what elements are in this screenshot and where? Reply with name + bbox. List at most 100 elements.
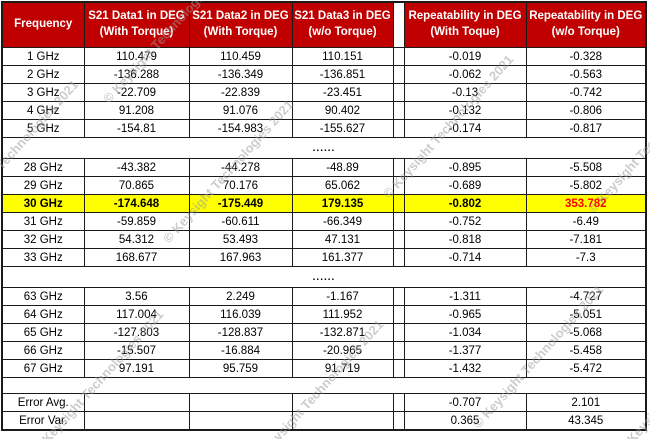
- spacer-cell: [392, 287, 405, 306]
- value-cell: -4.727: [525, 287, 647, 306]
- value-cell: -59.859: [83, 212, 190, 231]
- value-cell: 168.677: [83, 248, 190, 267]
- blank-cell: [1, 377, 647, 394]
- table-row: 66 GHz -15.507 -16.884 -20.965 -1.377 -5.458: [1, 341, 647, 360]
- table-row: 5 GHz -154.81 -154.983 -155.627 -0.174 -0.817: [1, 119, 647, 138]
- table-head: Frequency S21 Data1 in DEG (With Torque) S2…: [1, 1, 647, 48]
- value-cell: -48.89: [291, 158, 394, 177]
- value-cell: 116.039: [188, 305, 293, 324]
- table-row: 65 GHz -127.803 -128.837 -132.871 -1.034 -5.0…: [1, 323, 647, 342]
- column-header: S21 Data3 in DEG (w/o Torque): [291, 1, 394, 48]
- spacer-cell: [392, 119, 405, 138]
- table-row: 2 GHz -136.288 -136.349 -136.851 -0.062 -0.56…: [1, 65, 647, 84]
- value-cell: 2.101: [525, 393, 647, 412]
- frequency-cell: 66 GHz: [1, 341, 85, 360]
- column-header-line1: Repeatability in DEG: [408, 10, 522, 23]
- table-row: 67 GHz 97.191 95.759 91.719 -1.432 -5.472: [1, 359, 647, 378]
- value-cell: 167.963: [188, 248, 293, 267]
- frequency-cell: 30 GHz: [1, 194, 85, 213]
- frequency-cell: 31 GHz: [1, 212, 85, 231]
- table-row: Error Var. 0.365 43.345: [1, 411, 647, 431]
- column-header-line2: (With Torque): [99, 26, 174, 38]
- spacer-cell: [392, 158, 405, 177]
- value-cell: -5.802: [525, 176, 647, 195]
- column-header-line2: (With Toque): [430, 26, 500, 38]
- column-header-line2: (w/o Torque): [308, 26, 377, 38]
- value-cell: -5.068: [525, 323, 647, 342]
- value-cell: -0.802: [403, 194, 527, 213]
- value-cell: -154.81: [83, 119, 190, 138]
- value-cell: -0.13: [403, 83, 527, 102]
- value-cell: 47.131: [291, 230, 394, 249]
- spacer-cell: [392, 411, 405, 431]
- frequency-cell: Error Avg.: [1, 393, 85, 412]
- value-cell: -44.278: [188, 158, 293, 177]
- table-row: 64 GHz 117.004 116.039 111.952 -0.965 -5.051: [1, 305, 647, 324]
- value-cell: -1.432: [403, 359, 527, 378]
- value-cell: -175.449: [188, 194, 293, 213]
- value-cell: 97.191: [83, 359, 190, 378]
- value-cell: [188, 393, 293, 412]
- table-row: 33 GHz 168.677 167.963 161.377 -0.714 -7.3: [1, 248, 647, 267]
- value-cell: 70.865: [83, 176, 190, 195]
- spacer-cell: [392, 83, 405, 102]
- value-cell: -0.752: [403, 212, 527, 231]
- column-header-line1: Frequency: [14, 18, 73, 31]
- table-row: 29 GHz 70.865 70.176 65.062 -0.689 -5.802: [1, 176, 647, 195]
- value-cell: -0.817: [525, 119, 647, 138]
- column-header: Repeatability in DEG (With Toque): [403, 1, 527, 48]
- spacer-cell: [392, 305, 405, 324]
- value-cell: 353.782: [525, 194, 647, 213]
- value-cell: -1.377: [403, 341, 527, 360]
- value-cell: -0.019: [403, 47, 527, 66]
- column-header: Frequency: [1, 1, 85, 48]
- value-cell: -132.871: [291, 323, 394, 342]
- frequency-cell: 29 GHz: [1, 176, 85, 195]
- table-row: 30 GHz -174.648 -175.449 179.135 -0.802 353.7…: [1, 194, 647, 213]
- value-cell: 179.135: [291, 194, 394, 213]
- value-cell: 0.365: [403, 411, 527, 431]
- spacer-cell: [392, 65, 405, 84]
- spacer-cell: [392, 359, 405, 378]
- value-cell: -0.806: [525, 101, 647, 120]
- value-cell: -0.714: [403, 248, 527, 267]
- value-cell: -155.627: [291, 119, 394, 138]
- spacer-cell: [392, 47, 405, 66]
- value-cell: -136.349: [188, 65, 293, 84]
- spacer-cell: [392, 176, 405, 195]
- frequency-cell: 5 GHz: [1, 119, 85, 138]
- column-header-line1: S21 Data1 in DEG: [88, 10, 185, 23]
- value-cell: -0.174: [403, 119, 527, 138]
- value-cell: -0.563: [525, 65, 647, 84]
- value-cell: -1.311: [403, 287, 527, 306]
- column-header-line1: S21 Data2 in DEG: [192, 10, 289, 23]
- value-cell: 65.062: [291, 176, 394, 195]
- table-body: 1 GHz 110.479 110.459 110.151 -0.019 -0.328 2 …: [1, 47, 647, 431]
- value-cell: -154.983: [188, 119, 293, 138]
- frequency-cell: Error Var.: [1, 411, 85, 431]
- value-cell: [291, 393, 394, 412]
- value-cell: 53.493: [188, 230, 293, 249]
- value-cell: -174.648: [83, 194, 190, 213]
- frequency-cell: 4 GHz: [1, 101, 85, 120]
- continuation-dots: ......: [1, 266, 647, 288]
- value-cell: 161.377: [291, 248, 394, 267]
- value-cell: -0.818: [403, 230, 527, 249]
- value-cell: -15.507: [83, 341, 190, 360]
- value-cell: 110.459: [188, 47, 293, 66]
- table-row: 63 GHz 3.56 2.249 -1.167 -1.311 -4.727: [1, 287, 647, 306]
- value-cell: -0.895: [403, 158, 527, 177]
- value-cell: -127.803: [83, 323, 190, 342]
- continuation-row: ......: [1, 266, 647, 288]
- continuation-dots: ......: [1, 137, 647, 159]
- continuation-row: ......: [1, 137, 647, 159]
- frequency-cell: 67 GHz: [1, 359, 85, 378]
- spacer-cell: [392, 341, 405, 360]
- value-cell: -128.837: [188, 323, 293, 342]
- value-cell: -1.167: [291, 287, 394, 306]
- column-header: S21 Data2 in DEG (With Torque): [188, 1, 293, 48]
- column-header-line1: Repeatability in DEG: [529, 10, 643, 23]
- column-header-line2: (w/o Torque): [551, 26, 620, 38]
- value-cell: [83, 411, 190, 431]
- results-table: Frequency S21 Data1 in DEG (With Torque) S2…: [1, 1, 647, 431]
